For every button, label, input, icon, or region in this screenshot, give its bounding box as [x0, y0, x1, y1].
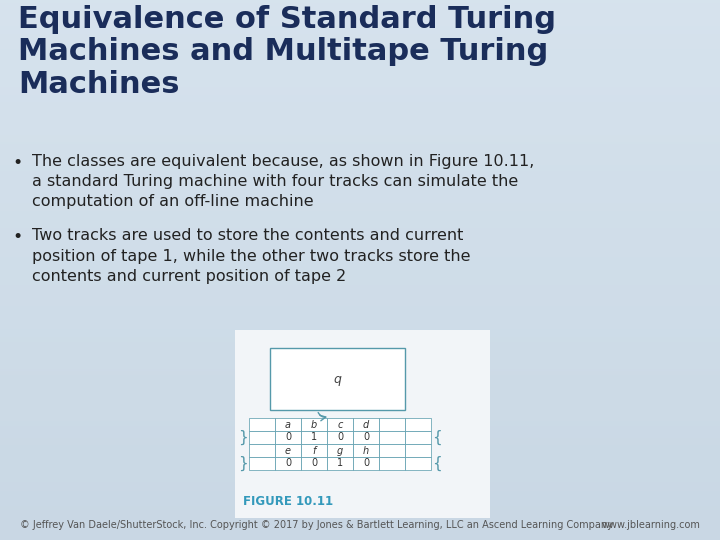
Text: c: c [337, 420, 343, 429]
Text: b: b [311, 420, 317, 429]
Text: contents and current position of tape 2: contents and current position of tape 2 [32, 268, 346, 284]
Bar [275, 457, 301, 470]
Bar [327, 457, 353, 470]
Bar [379, 444, 405, 457]
Bar [275, 431, 301, 444]
Bar [327, 444, 353, 457]
Text: 0: 0 [363, 433, 369, 442]
Text: The classes are equivalent because, as shown in Figure 10.11,: The classes are equivalent because, as s… [32, 154, 534, 169]
Bar [301, 418, 327, 431]
Bar [327, 418, 353, 431]
Text: position of tape 1, while the other two tracks store the: position of tape 1, while the other two … [32, 248, 470, 264]
Text: 0: 0 [363, 458, 369, 469]
Text: www.jblearning.com: www.jblearning.com [601, 520, 700, 530]
Text: •: • [12, 154, 22, 172]
Bar [301, 457, 327, 470]
Text: g: g [337, 446, 343, 456]
Bar [249, 418, 275, 431]
Text: •: • [12, 228, 22, 246]
Bar [379, 431, 405, 444]
Bar [353, 431, 379, 444]
Text: {: { [432, 456, 442, 471]
Text: Two tracks are used to store the contents and current: Two tracks are used to store the content… [32, 228, 464, 244]
Text: 1: 1 [311, 433, 317, 442]
Bar [275, 444, 301, 457]
Bar [327, 431, 353, 444]
Text: q: q [333, 373, 341, 386]
Bar [301, 431, 327, 444]
Text: f: f [312, 446, 315, 456]
Text: a: a [285, 420, 291, 429]
Bar [405, 431, 431, 444]
Text: h: h [363, 446, 369, 456]
Text: }: } [238, 430, 248, 445]
Bar [353, 457, 379, 470]
Text: 1: 1 [337, 458, 343, 469]
Bar [249, 431, 275, 444]
Text: }: } [238, 456, 248, 471]
Bar [301, 444, 327, 457]
Text: d: d [363, 420, 369, 429]
Text: 0: 0 [337, 433, 343, 442]
Bar [353, 444, 379, 457]
Text: FIGURE 10.11: FIGURE 10.11 [243, 495, 333, 508]
Bar [270, 348, 405, 410]
Text: a standard Turing machine with four tracks can simulate the: a standard Turing machine with four trac… [32, 174, 518, 189]
Text: e: e [285, 446, 291, 456]
Bar [249, 457, 275, 470]
Bar [405, 418, 431, 431]
Text: 0: 0 [285, 433, 291, 442]
Bar [275, 418, 301, 431]
Text: 0: 0 [311, 458, 317, 469]
FancyBboxPatch shape [235, 330, 490, 518]
Bar [379, 457, 405, 470]
Text: computation of an off-line machine: computation of an off-line machine [32, 194, 314, 209]
Bar [249, 444, 275, 457]
Bar [353, 418, 379, 431]
Text: © Jeffrey Van Daele/ShutterStock, Inc. Copyright © 2017 by Jones & Bartlett Lear: © Jeffrey Van Daele/ShutterStock, Inc. C… [20, 520, 613, 530]
Bar [379, 418, 405, 431]
Text: {: { [432, 430, 442, 445]
Text: 0: 0 [285, 458, 291, 469]
Bar [405, 457, 431, 470]
Text: Equivalence of Standard Turing
Machines and Multitape Turing
Machines: Equivalence of Standard Turing Machines … [18, 5, 556, 99]
Bar [405, 444, 431, 457]
